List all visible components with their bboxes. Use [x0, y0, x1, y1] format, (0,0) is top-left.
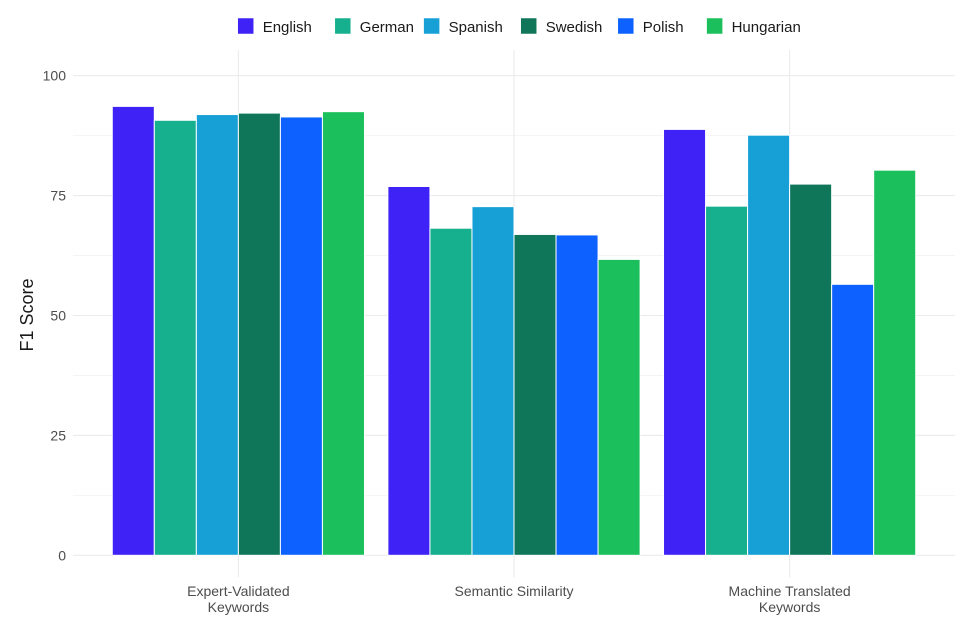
x-tick-label-line: Keywords: [759, 599, 820, 615]
legend-swatch: [706, 17, 723, 35]
legend-label: Spanish: [449, 19, 503, 36]
y-tick-label: 100: [43, 68, 67, 84]
bar-swedish-0: [237, 112, 281, 556]
y-axis-title: F1 Score: [17, 278, 37, 351]
bar-german-1: [429, 227, 473, 556]
legend-item-spanish: Spanish: [423, 17, 503, 36]
bar-english-0: [111, 105, 155, 556]
legend-swatch: [617, 17, 635, 35]
bar-spanish-1: [471, 206, 515, 556]
bar-spanish-0: [195, 114, 239, 556]
legend-item-hungarian: Hungarian: [706, 17, 801, 36]
legend-swatch: [423, 17, 440, 35]
legend-item-swedish: Swedish: [520, 17, 603, 36]
x-tick-label-line: Keywords: [208, 599, 269, 615]
bar-german-0: [153, 119, 197, 556]
legend-label: English: [263, 19, 312, 36]
bar-swedish-2: [789, 183, 833, 556]
bar-swedish-1: [513, 233, 557, 556]
bars: [111, 105, 917, 556]
y-tick-label: 25: [50, 427, 66, 443]
legend-item-german: German: [334, 17, 414, 36]
legend-item-english: English: [237, 17, 312, 36]
x-tick-label-line: Machine Translated: [729, 583, 851, 599]
bar-spanish-2: [747, 134, 791, 556]
legend: English German Spanish Swedish Polish Hungari…: [237, 17, 801, 36]
bar-hungarian-0: [321, 111, 365, 556]
x-tick-label-line: Semantic Similarity: [454, 583, 573, 599]
y-tick-label: 75: [50, 188, 66, 204]
legend-label: Hungarian: [732, 19, 801, 36]
legend-swatch: [334, 17, 352, 35]
bar-english-1: [387, 185, 431, 556]
bar-hungarian-1: [597, 258, 641, 556]
legend-item-polish: Polish: [617, 17, 684, 36]
x-tick-label: Machine Translated Keywords: [729, 583, 851, 615]
y-tick-label: 50: [50, 308, 66, 324]
x-tick-label: Expert-Validated Keywords: [187, 583, 289, 615]
bar-polish-0: [279, 116, 323, 556]
x-tick-label: Semantic Similarity: [454, 583, 573, 599]
legend-label: Polish: [643, 19, 684, 36]
bar-english-2: [663, 128, 707, 556]
legend-label: German: [360, 19, 414, 36]
bar-polish-1: [555, 234, 599, 556]
legend-label: Swedish: [546, 19, 603, 36]
y-tick-label: 0: [58, 547, 66, 563]
legend-swatch: [520, 17, 537, 35]
legend-swatch: [237, 17, 254, 35]
y-axis-ticks: 0 25 50 75 100: [43, 68, 67, 564]
bar-german-2: [705, 205, 749, 556]
bar-hungarian-2: [873, 169, 917, 556]
bar-polish-2: [831, 283, 875, 556]
x-tick-label-line: Expert-Validated: [187, 583, 289, 599]
